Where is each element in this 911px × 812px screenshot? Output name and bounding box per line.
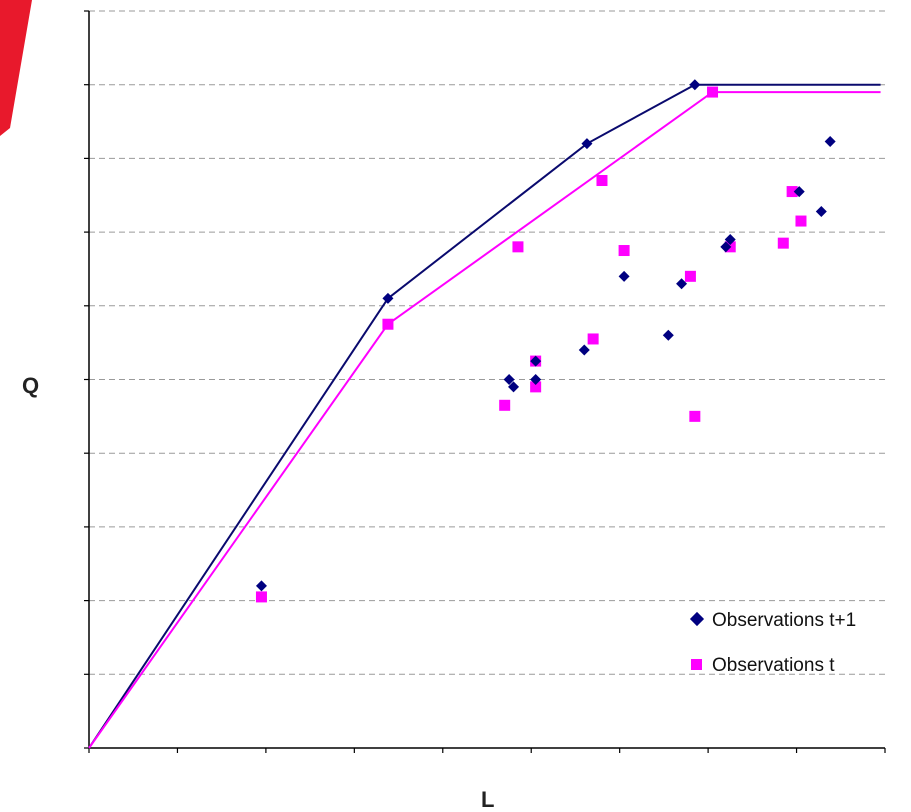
point-observations-t-14	[786, 186, 798, 198]
point-observations-t1-15	[815, 205, 827, 217]
point-observations-t1-1	[382, 292, 394, 304]
point-observations-t1-10	[676, 278, 688, 290]
axes	[84, 10, 886, 753]
frontier-line-1	[88, 91, 881, 749]
point-observations-t1-12	[720, 241, 732, 253]
point-observations-t1-16	[824, 135, 836, 147]
point-observations-t-2	[499, 399, 511, 411]
point-observations-t-3	[512, 241, 524, 253]
legend-marker-observations-t	[691, 659, 702, 670]
data-points	[255, 79, 836, 603]
point-observations-t-1	[382, 318, 394, 330]
gridlines	[89, 10, 885, 675]
legend-label-observations-t: Observations t	[712, 655, 835, 676]
point-observations-t1-4	[530, 374, 542, 385]
red-corner-decoration	[0, 0, 32, 136]
point-observations-t1-5	[530, 355, 542, 367]
point-observations-t1-9	[662, 329, 674, 341]
point-observations-t-0	[255, 591, 267, 603]
point-observations-t-6	[587, 333, 599, 345]
point-observations-t1-3	[508, 381, 520, 393]
point-observations-t1-13	[724, 233, 736, 245]
point-observations-t-10	[689, 410, 701, 422]
point-observations-t1-11	[689, 79, 701, 91]
legend: Observations t+1 Observations t	[689, 610, 856, 676]
point-observations-t1-8	[618, 270, 630, 282]
point-observations-t-13	[777, 237, 789, 249]
frontier-line-0	[88, 83, 881, 749]
x-axis-title: L	[481, 787, 494, 812]
point-observations-t-11	[707, 86, 719, 98]
point-observations-t-7	[596, 175, 608, 187]
point-observations-t1-14	[793, 186, 805, 198]
point-observations-t-8	[618, 245, 630, 257]
point-observations-t-15	[795, 215, 807, 227]
y-axis-title: Q	[22, 373, 39, 398]
legend-label-observations-t1: Observations t+1	[712, 610, 856, 631]
frontier-lines	[88, 83, 881, 749]
point-observations-t-9	[684, 270, 696, 282]
point-observations-t1-7	[581, 138, 593, 150]
point-observations-t1-0	[255, 580, 267, 592]
point-observations-t1-2	[503, 374, 515, 385]
point-observations-t1-6	[578, 344, 590, 356]
point-observations-t-5	[530, 381, 542, 393]
legend-marker-observations-t1	[689, 611, 705, 627]
